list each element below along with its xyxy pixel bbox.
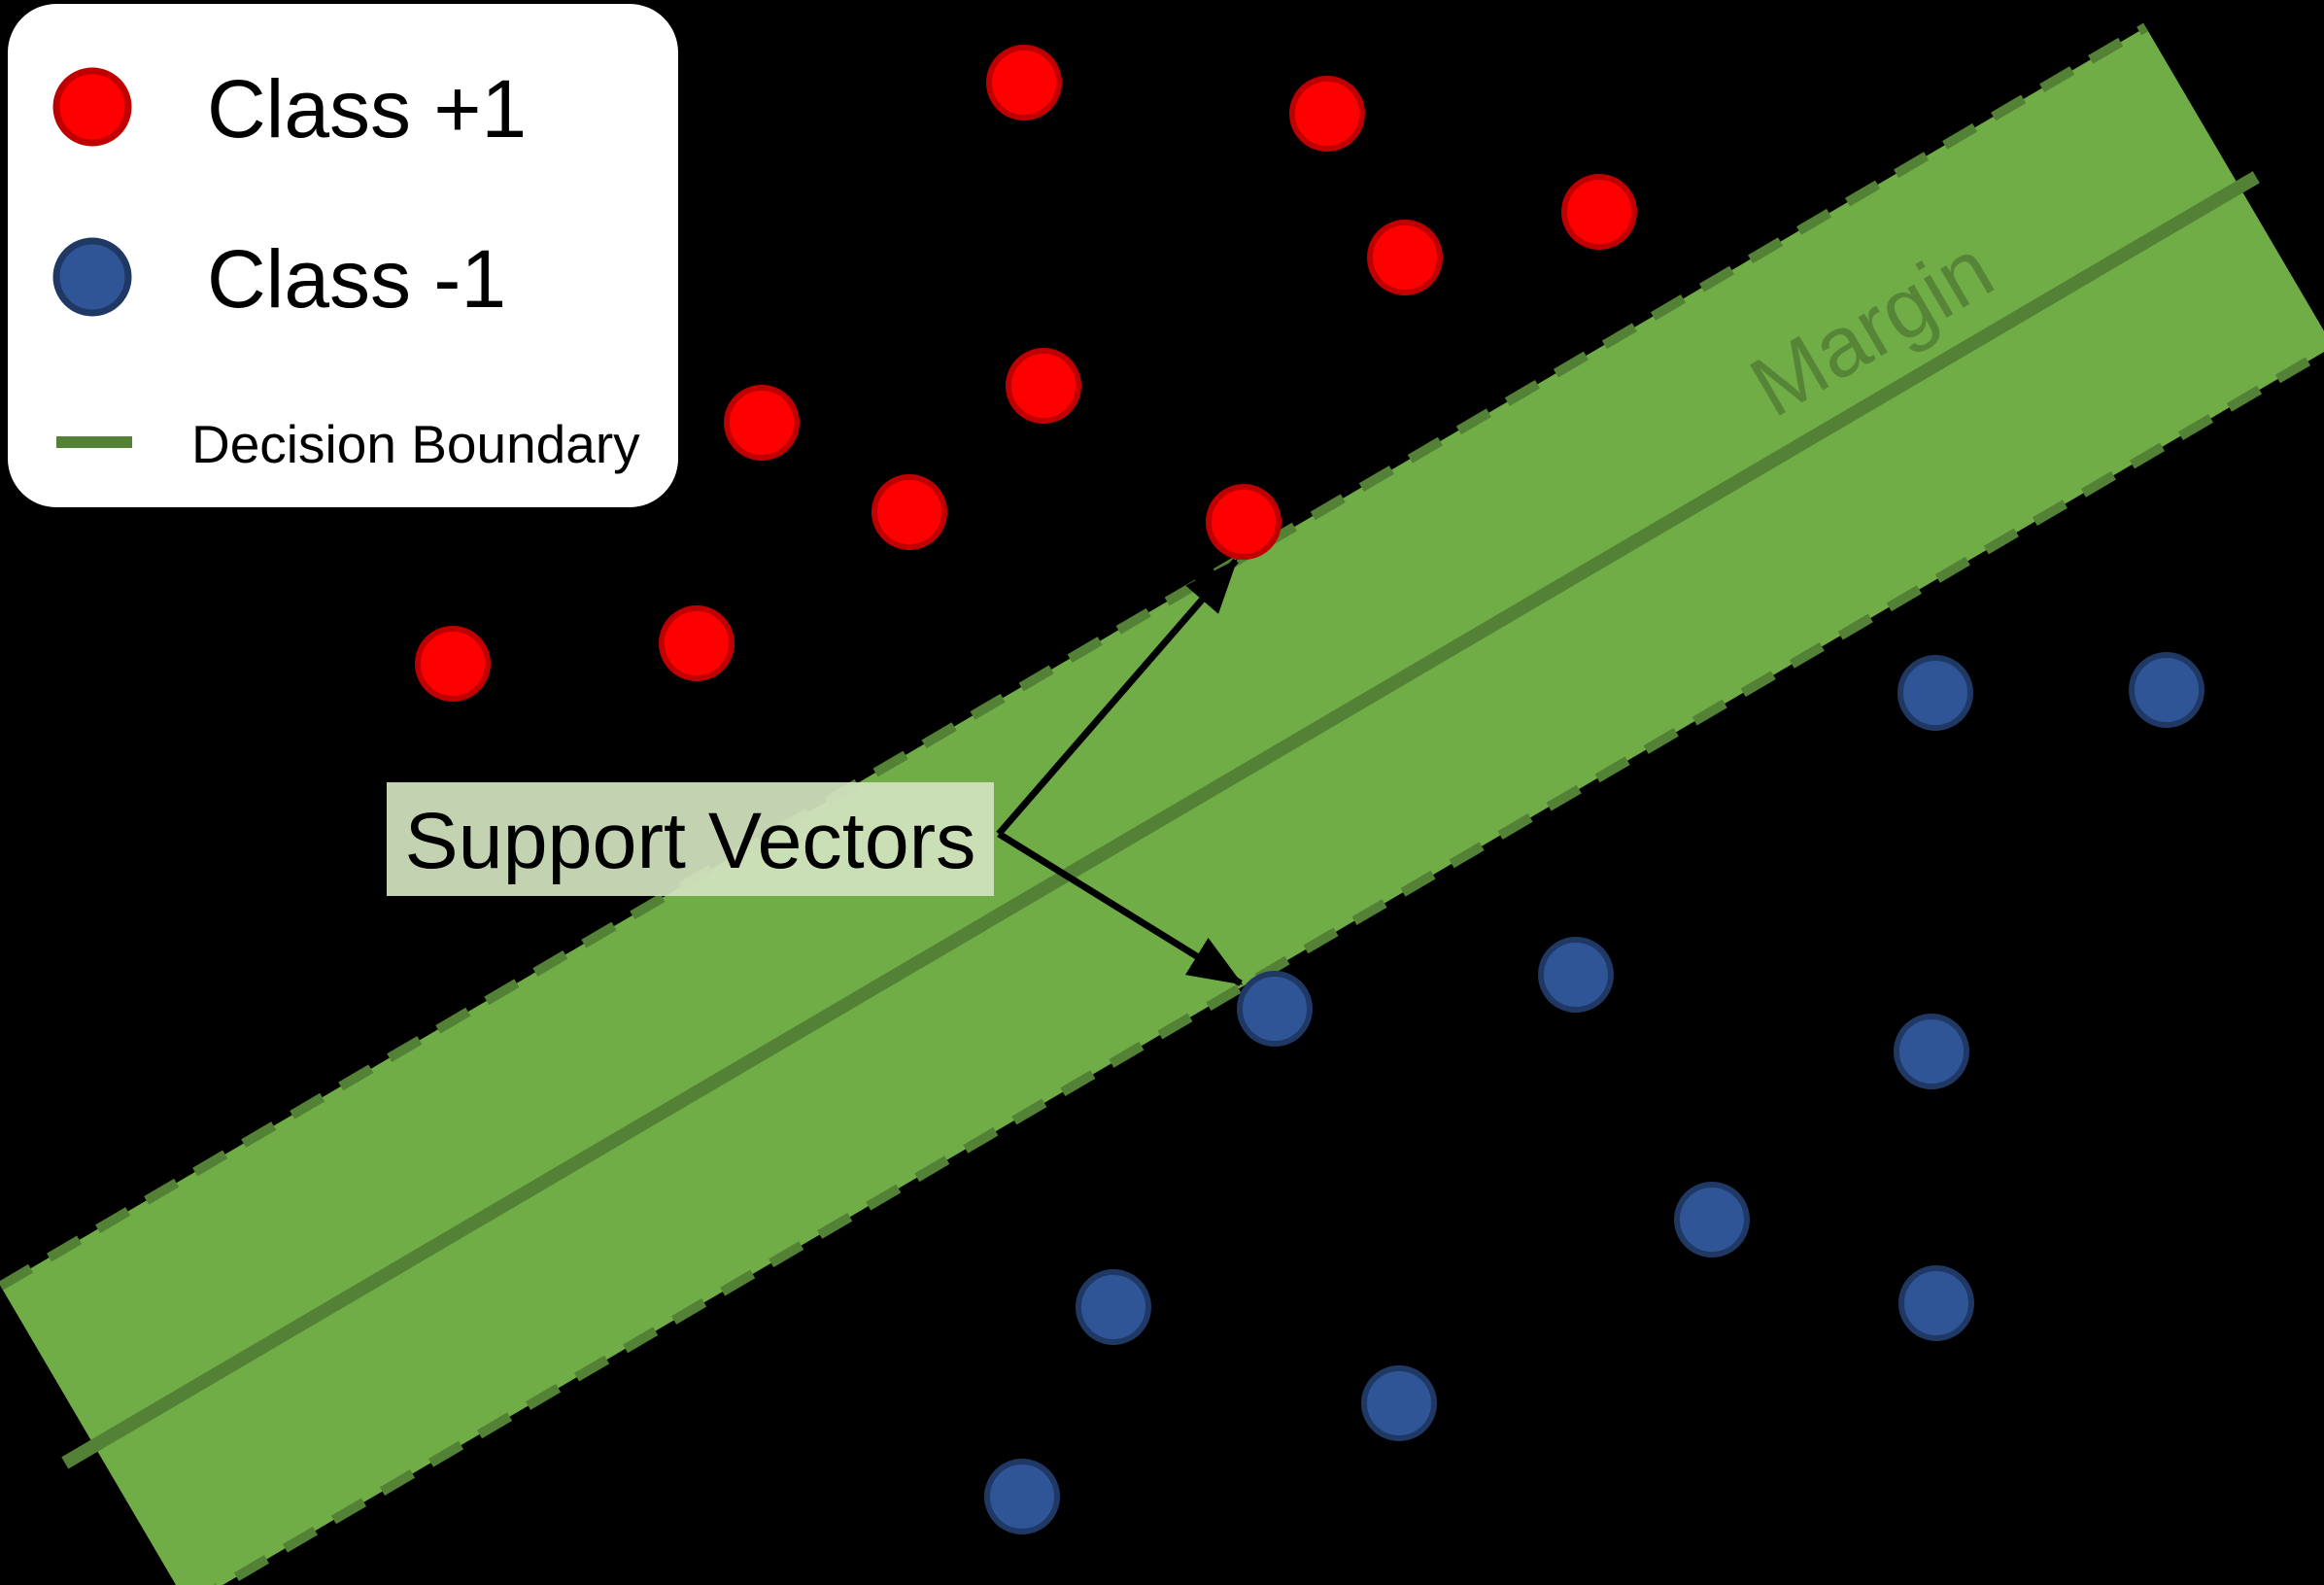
support-vectors-label-box xyxy=(387,782,994,896)
class-minus-point xyxy=(1894,1014,1969,1089)
class-plus-point xyxy=(986,45,1062,121)
class-plus-point xyxy=(872,474,947,550)
class-plus-point xyxy=(1006,348,1081,424)
support-vectors-callout: Support Vectors xyxy=(387,558,1244,986)
class-minus-point xyxy=(1538,937,1614,1013)
support-vector-arrow-2 xyxy=(997,831,1244,986)
class-plus-point xyxy=(1289,76,1365,152)
class-plus-points xyxy=(415,45,1637,702)
decision-boundary-line xyxy=(61,171,2260,1469)
margin-edge-upper-dashed-line xyxy=(0,22,2149,1291)
class-plus-point xyxy=(659,605,735,681)
support-vector-arrow-1 xyxy=(996,558,1239,837)
legend: Class +1 Class -1 Decision Boundary xyxy=(8,4,678,507)
class-minus-point xyxy=(2129,652,2204,728)
class-minus-point xyxy=(1897,655,1973,731)
support-vectors-label: Support Vectors xyxy=(405,797,976,885)
class-minus-point xyxy=(1237,971,1313,1047)
class-minus-points xyxy=(984,652,2204,1534)
legend-label-class-minus: Class -1 xyxy=(207,233,506,325)
class-minus-point xyxy=(984,1459,1060,1534)
class-minus-legend-marker-icon xyxy=(52,237,132,317)
class-plus-legend-marker-icon xyxy=(52,67,132,147)
legend-label-class-plus: Class +1 xyxy=(207,63,527,155)
class-plus-point xyxy=(1367,220,1443,295)
class-minus-point xyxy=(1898,1265,1974,1341)
class-plus-point xyxy=(724,385,800,461)
legend-box xyxy=(8,4,678,507)
class-plus-point xyxy=(415,626,491,702)
support-vectors-arrows xyxy=(996,558,1244,986)
class-minus-point xyxy=(1674,1182,1750,1258)
class-plus-point xyxy=(1206,484,1282,560)
class-minus-point xyxy=(1361,1365,1437,1441)
legend-label-decision-boundary: Decision Boundary xyxy=(191,414,640,474)
class-minus-point xyxy=(1076,1269,1151,1345)
class-plus-point xyxy=(1561,174,1637,250)
